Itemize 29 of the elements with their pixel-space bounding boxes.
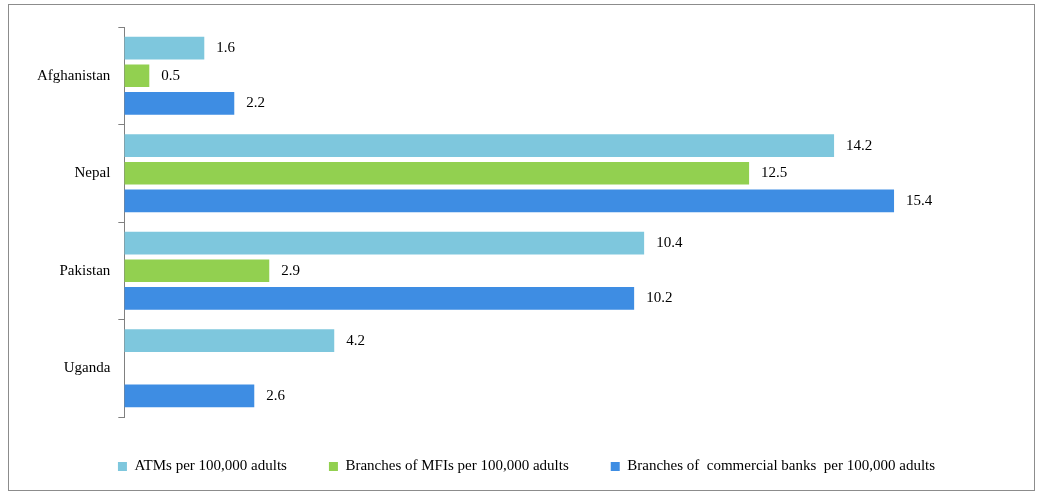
bar [124,92,235,115]
data-label: 0.5 [161,66,181,83]
data-label: 10.4 [656,234,683,251]
data-label: 2.6 [266,386,286,403]
bar [124,161,750,185]
data-label: 4.2 [346,331,365,348]
legend-label: Branches of MFIs per 100,000 adults [345,457,569,474]
data-label: 2.2 [246,94,266,111]
data-label: 2.9 [281,261,301,278]
bar [124,384,255,408]
bar [124,36,205,60]
bar [124,231,645,255]
y-tick-label: Uganda [63,359,111,376]
bar [124,259,270,283]
bar [124,134,835,157]
y-tick-label: Pakistan [59,261,111,278]
data-label: 1.6 [216,39,236,56]
data-label: 15.4 [906,191,933,208]
legend-label: ATMs per 100,000 adults [134,457,288,474]
y-tick-label: Nepal [74,164,111,181]
legend-label: Branches of commercial banks per 100,000 adults [627,457,936,474]
bar [124,64,150,88]
data-label: 10.2 [646,289,673,306]
bar [124,189,895,213]
bar [124,329,335,352]
data-label: 12.5 [761,164,788,181]
bar [124,287,635,310]
data-label: 14.2 [846,136,873,153]
y-tick-label: Afghanistan [36,66,111,83]
